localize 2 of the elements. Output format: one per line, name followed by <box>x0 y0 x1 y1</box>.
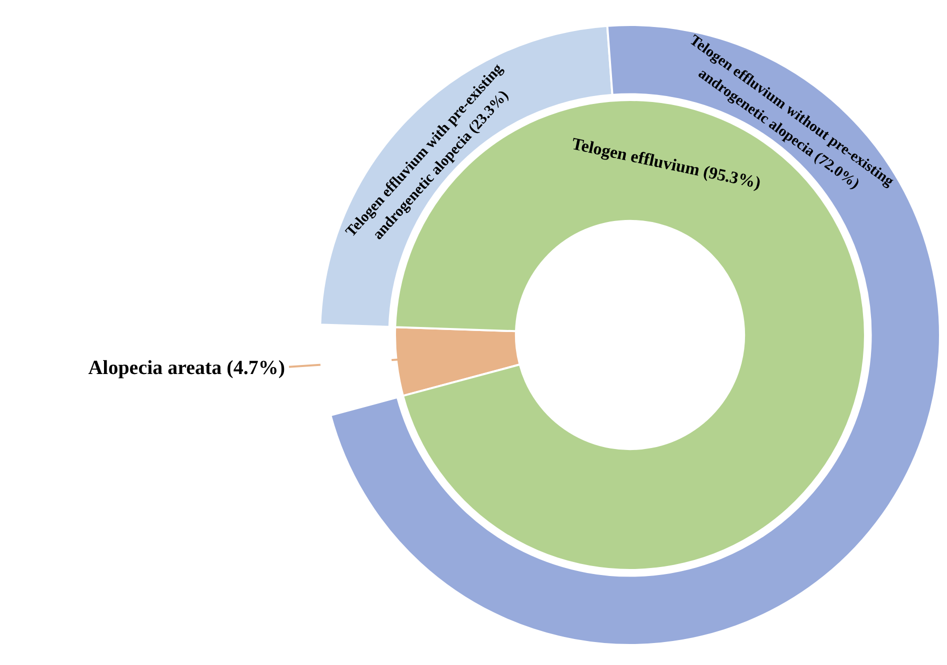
slice-label: Telogen effluvium (95.3%) <box>570 134 762 192</box>
slice-label: Alopecia areata (4.7%) <box>88 357 285 380</box>
